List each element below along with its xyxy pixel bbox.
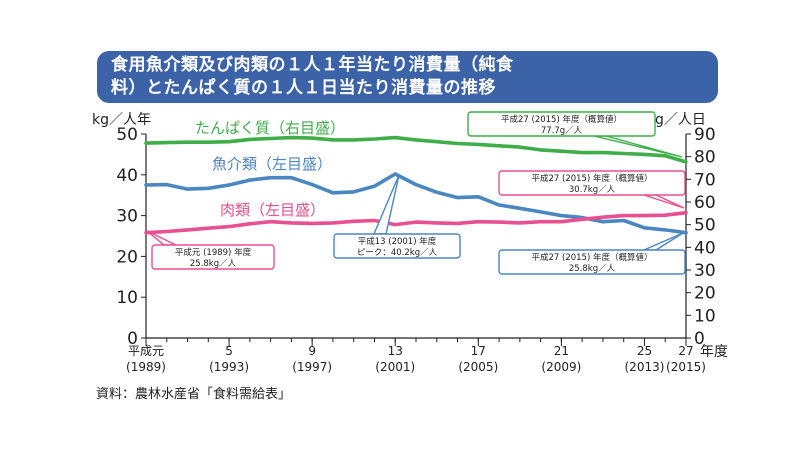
source-note: 資料：農林水産省「食料需給表」	[96, 387, 292, 402]
x-axis-tick-label: 27	[678, 344, 693, 358]
x-axis-tick-label: 5	[225, 344, 233, 358]
chart-title: 食用魚介類及び肉類の１人１年当たり消費量（純食 料）とたんぱく質の１人１日当たり…	[97, 51, 718, 103]
right-axis-tick-label: 50	[694, 216, 716, 236]
annotation-line-1: 平成27 (2015) 年度（概算値）	[501, 114, 622, 125]
x-axis-tick-sublabel: (2015)	[666, 360, 706, 374]
x-axis-tick-sublabel: (2013)	[625, 360, 665, 374]
right-axis-tick-label: 40	[694, 238, 716, 258]
annotation-line-2: 25.8kg／人	[190, 259, 237, 269]
x-axis-unit: 年度	[700, 344, 728, 360]
x-axis-tick-sublabel: (1989)	[126, 360, 166, 374]
chart-title-line-2: 料）とたんぱく質の１人１日当たり消費量の推移	[111, 78, 496, 98]
annotation-pointer	[643, 194, 685, 209]
x-axis-tick-label: 9	[308, 344, 316, 358]
chart-title-line-1: 食用魚介類及び肉類の１人１年当たり消費量（純食	[111, 55, 514, 75]
left-axis-tick-label: 10	[116, 288, 138, 308]
x-axis-tick-sublabel: (2001)	[375, 360, 415, 374]
annotation-pointer	[643, 232, 684, 251]
x-axis-tick-sublabel: (1993)	[209, 360, 249, 374]
x-axis-tick-label: 25	[637, 344, 652, 358]
annotation-line-1: 平成13 (2001) 年度	[358, 236, 437, 247]
annotation-line-2: 30.7kg／人	[569, 185, 616, 195]
annotation-box	[151, 244, 275, 270]
annotation-line-2: 25.8kg／人	[569, 264, 616, 274]
series-label: たんぱく質（右目盛）	[195, 119, 345, 137]
right-axis-tick-label: 80	[694, 148, 716, 168]
right-axis-tick-label: 0	[694, 329, 705, 349]
left-axis-tick-label: 40	[116, 166, 138, 186]
right-axis-tick-label: 60	[694, 193, 716, 213]
x-axis-tick-sublabel: (2005)	[458, 360, 498, 374]
x-axis-tick-label: 21	[554, 344, 569, 358]
left-axis-tick-label: 0	[127, 329, 138, 349]
right-axis-tick-label: 30	[694, 261, 716, 281]
left-axis-tick-label: 20	[116, 247, 138, 267]
x-axis-tick-label: 13	[388, 344, 403, 358]
left-axis-unit: kg／人年	[92, 112, 151, 128]
annotation-line-2: 77.7g／人	[541, 126, 583, 136]
x-axis-tick-sublabel: (1997)	[292, 360, 332, 374]
x-axis-tick-sublabel: (2009)	[541, 360, 581, 374]
x-axis-tick-label: 平成元	[128, 344, 164, 358]
x-axis-tick-label: 17	[471, 344, 486, 358]
annotation-box	[498, 249, 686, 275]
right-axis-tick-label: 70	[694, 170, 716, 190]
left-axis-tick-label: 50	[116, 125, 138, 145]
left-axis-tick-label: 30	[116, 207, 138, 227]
right-axis-unit: g／人日	[655, 112, 706, 128]
annotation-line-1: 平成元 (1989) 年度	[175, 247, 252, 258]
annotation-line-2: ピーク：40.2kg／人	[357, 248, 438, 258]
series-label: 肉類（左目盛）	[220, 201, 325, 219]
right-axis-tick-label: 90	[694, 125, 716, 145]
annotation-box	[467, 111, 656, 137]
annotation-line-1: 平成27 (2015) 年度（概算値）	[532, 252, 653, 263]
right-axis-tick-label: 20	[694, 284, 716, 304]
annotation-box	[498, 170, 686, 196]
right-axis-tick-label: 10	[694, 306, 716, 326]
annotation-box	[333, 233, 461, 259]
series-label: 魚介類（左目盛）	[212, 155, 332, 173]
annotation-line-1: 平成27 (2015) 年度（概算値）	[532, 173, 653, 184]
